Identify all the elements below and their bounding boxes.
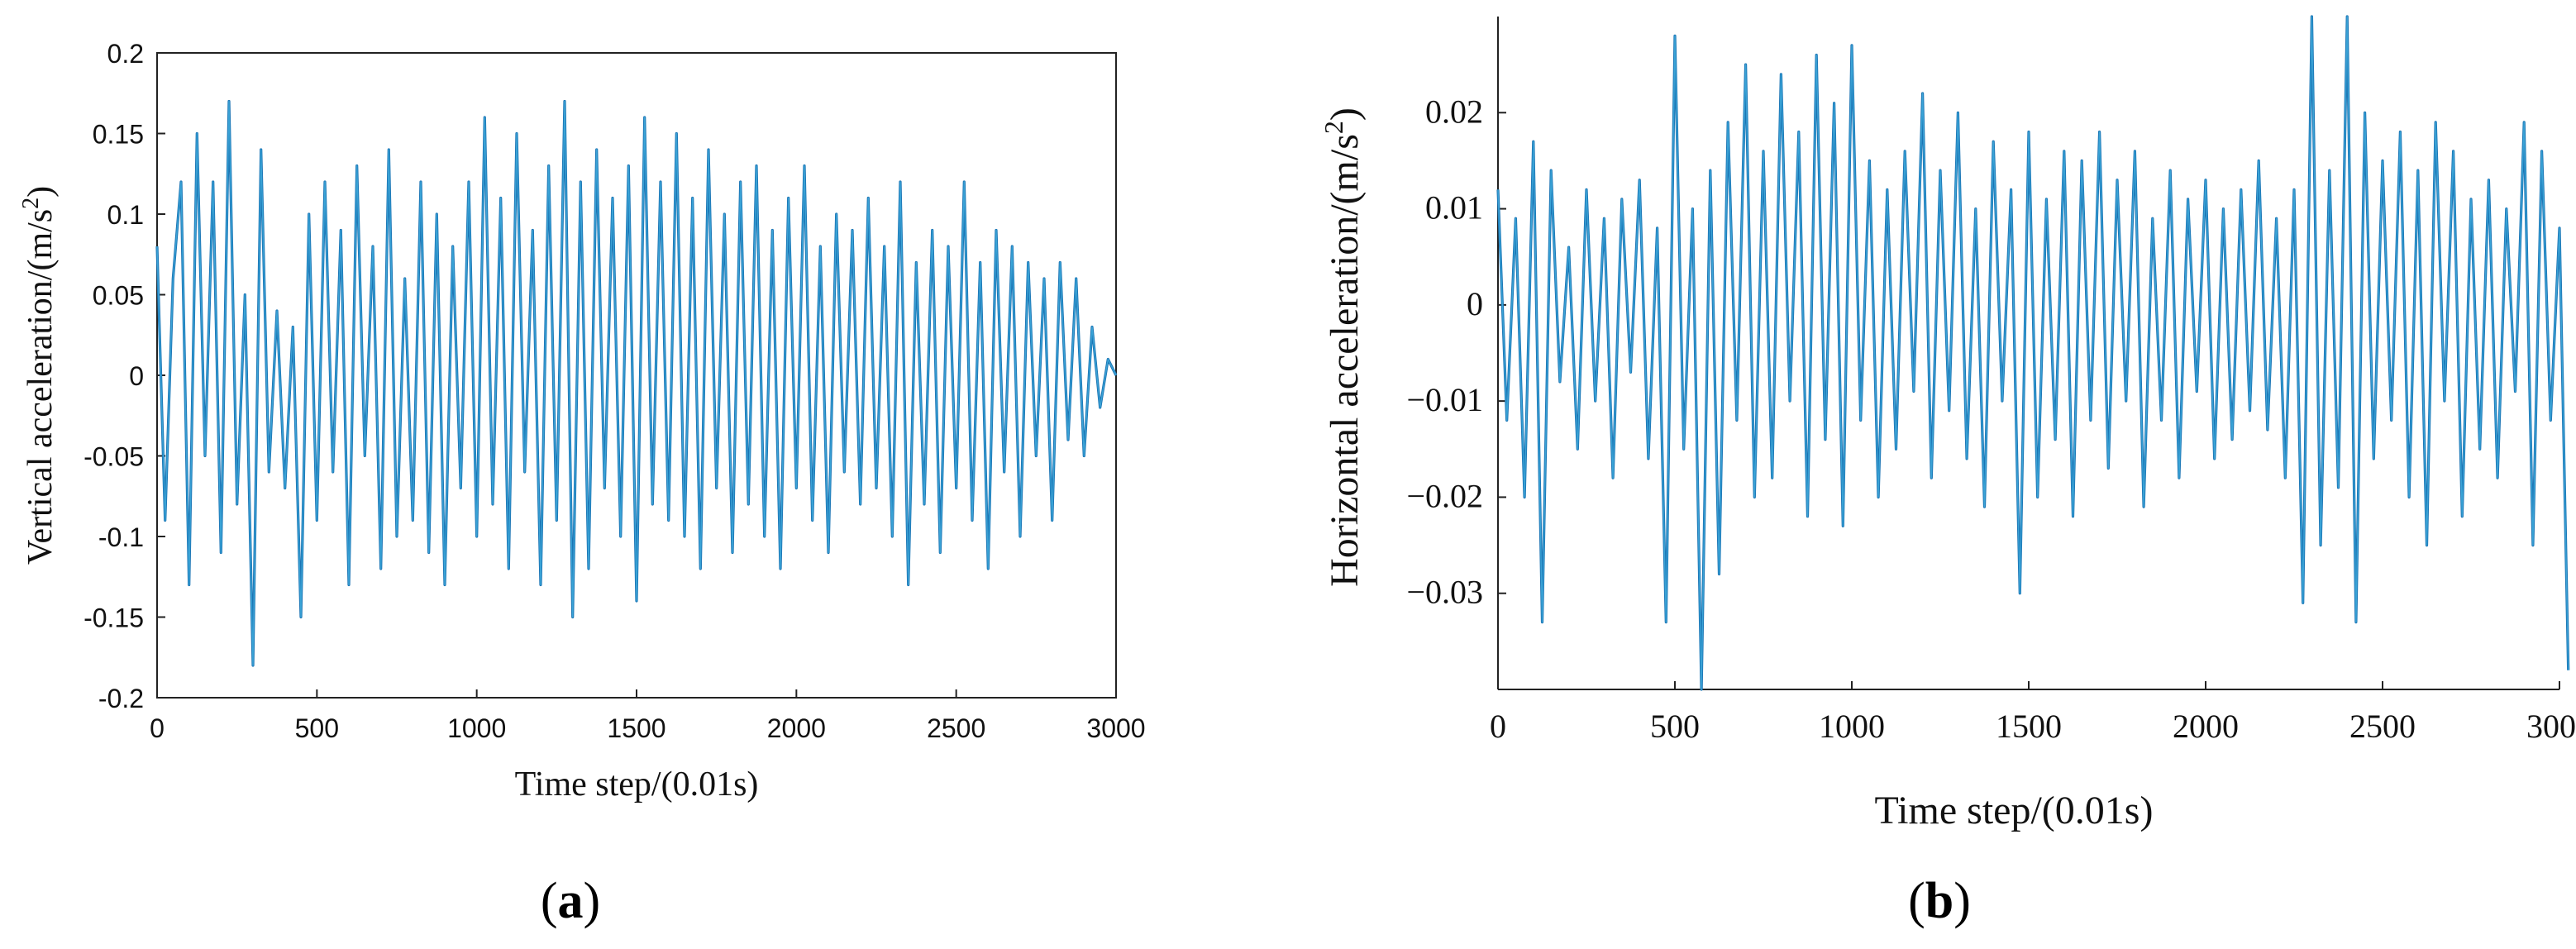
chart-a-ylabel: Vertical acceleration/(m/s2)	[18, 186, 60, 565]
chart-a-panel-letter: a	[558, 873, 584, 929]
chart-a-xlabel: Time step/(0.01s)	[515, 765, 759, 804]
chart-a-y-tick-label: 0.05	[93, 281, 144, 311]
chart-a-x-tick-label: 0	[150, 713, 165, 743]
chart-b-x-tick-label: 1000	[1819, 708, 1885, 745]
chart-a-ticks: 0 500 1000 1500 2000 2500 3000 -0.2 -0.15 -0.1 -0.…	[83, 39, 1146, 743]
chart-a-x-tick-label: 2500	[927, 713, 985, 743]
chart-b: 0 500 1000 1500 2000 2500 3000 −0.03 −0.02 −0.01 0…	[1319, 15, 2576, 929]
chart-b-ylabel: Horizontal acceleration/(m/s2)	[1319, 107, 1367, 587]
chart-a-y-tick-label: 0.15	[93, 120, 144, 150]
chart-a-ylabel-close: )	[21, 186, 60, 198]
chart-a: 0 500 1000 1500 2000 2500 3000 -0.2 -0.15 -0.1 -0.…	[18, 39, 1146, 929]
chart-b-panel-label: (b)	[1908, 873, 1971, 929]
chart-b-y-tick-label: 0	[1467, 285, 1483, 322]
chart-b-y-tick-label: −0.02	[1406, 477, 1483, 514]
chart-a-y-tick-label: 0	[129, 361, 144, 391]
chart-a-x-tick-label: 3000	[1086, 713, 1145, 743]
chart-a-series-line-highlight	[156, 100, 1117, 666]
chart-a-ylabel-sup: 2	[18, 198, 44, 209]
chart-b-ylabel-close: )	[1323, 107, 1367, 121]
chart-a-y-tick-label: -0.05	[83, 442, 144, 472]
chart-b-y-tick-label: −0.03	[1406, 574, 1483, 611]
chart-a-x-tick-label: 1500	[607, 713, 665, 743]
chart-b-x-tick-label: 0	[1490, 708, 1506, 745]
panel-a: 0 500 1000 1500 2000 2500 3000 -0.2 -0.15 -0.1 -0.…	[0, 0, 1157, 949]
chart-b-x-tick-label: 3000	[2526, 708, 2576, 745]
chart-b-ticks: 0 500 1000 1500 2000 2500 3000 −0.03 −0.02 −0.01 0…	[1406, 93, 2576, 745]
chart-b-panel-letter: b	[1925, 873, 1953, 929]
chart-b-x-tick-label: 1500	[1996, 708, 2062, 745]
chart-b-series-line-highlight	[1497, 16, 2569, 690]
chart-a-y-tick-label: 0.2	[107, 39, 144, 69]
chart-b-y-tick-label: 0.01	[1425, 189, 1483, 227]
chart-a-x-tick-label: 1000	[447, 713, 506, 743]
chart-a-y-tick-label: -0.1	[98, 522, 144, 552]
chart-a-y-tick-label: -0.15	[83, 603, 144, 633]
chart-a-panel-label: (a)	[541, 873, 600, 929]
chart-b-y-tick-label: −0.01	[1406, 381, 1483, 418]
chart-a-ylabel-main: Vertical acceleration/(m/s	[21, 209, 60, 565]
panel-b: 0 500 1000 1500 2000 2500 3000 −0.03 −0.02 −0.01 0…	[1314, 0, 2576, 949]
chart-a-x-tick-label: 2000	[767, 713, 826, 743]
chart-b-x-tick-label: 2000	[2173, 708, 2239, 745]
chart-b-series-line	[1496, 15, 2570, 691]
chart-a-y-tick-label: 0.1	[107, 200, 144, 230]
chart-b-y-tick-label: 0.02	[1425, 93, 1483, 130]
chart-b-ylabel-main: Horizontal acceleration/(m/s	[1323, 134, 1367, 587]
chart-b-x-tick-label: 500	[1650, 708, 1700, 745]
chart-b-ylabel-sup: 2	[1319, 121, 1348, 134]
chart-a-x-tick-label: 500	[295, 713, 339, 743]
chart-b-xlabel: Time step/(0.01s)	[1875, 789, 2154, 832]
chart-a-y-tick-label: -0.2	[98, 684, 144, 713]
chart-b-x-tick-label: 2500	[2349, 708, 2416, 745]
